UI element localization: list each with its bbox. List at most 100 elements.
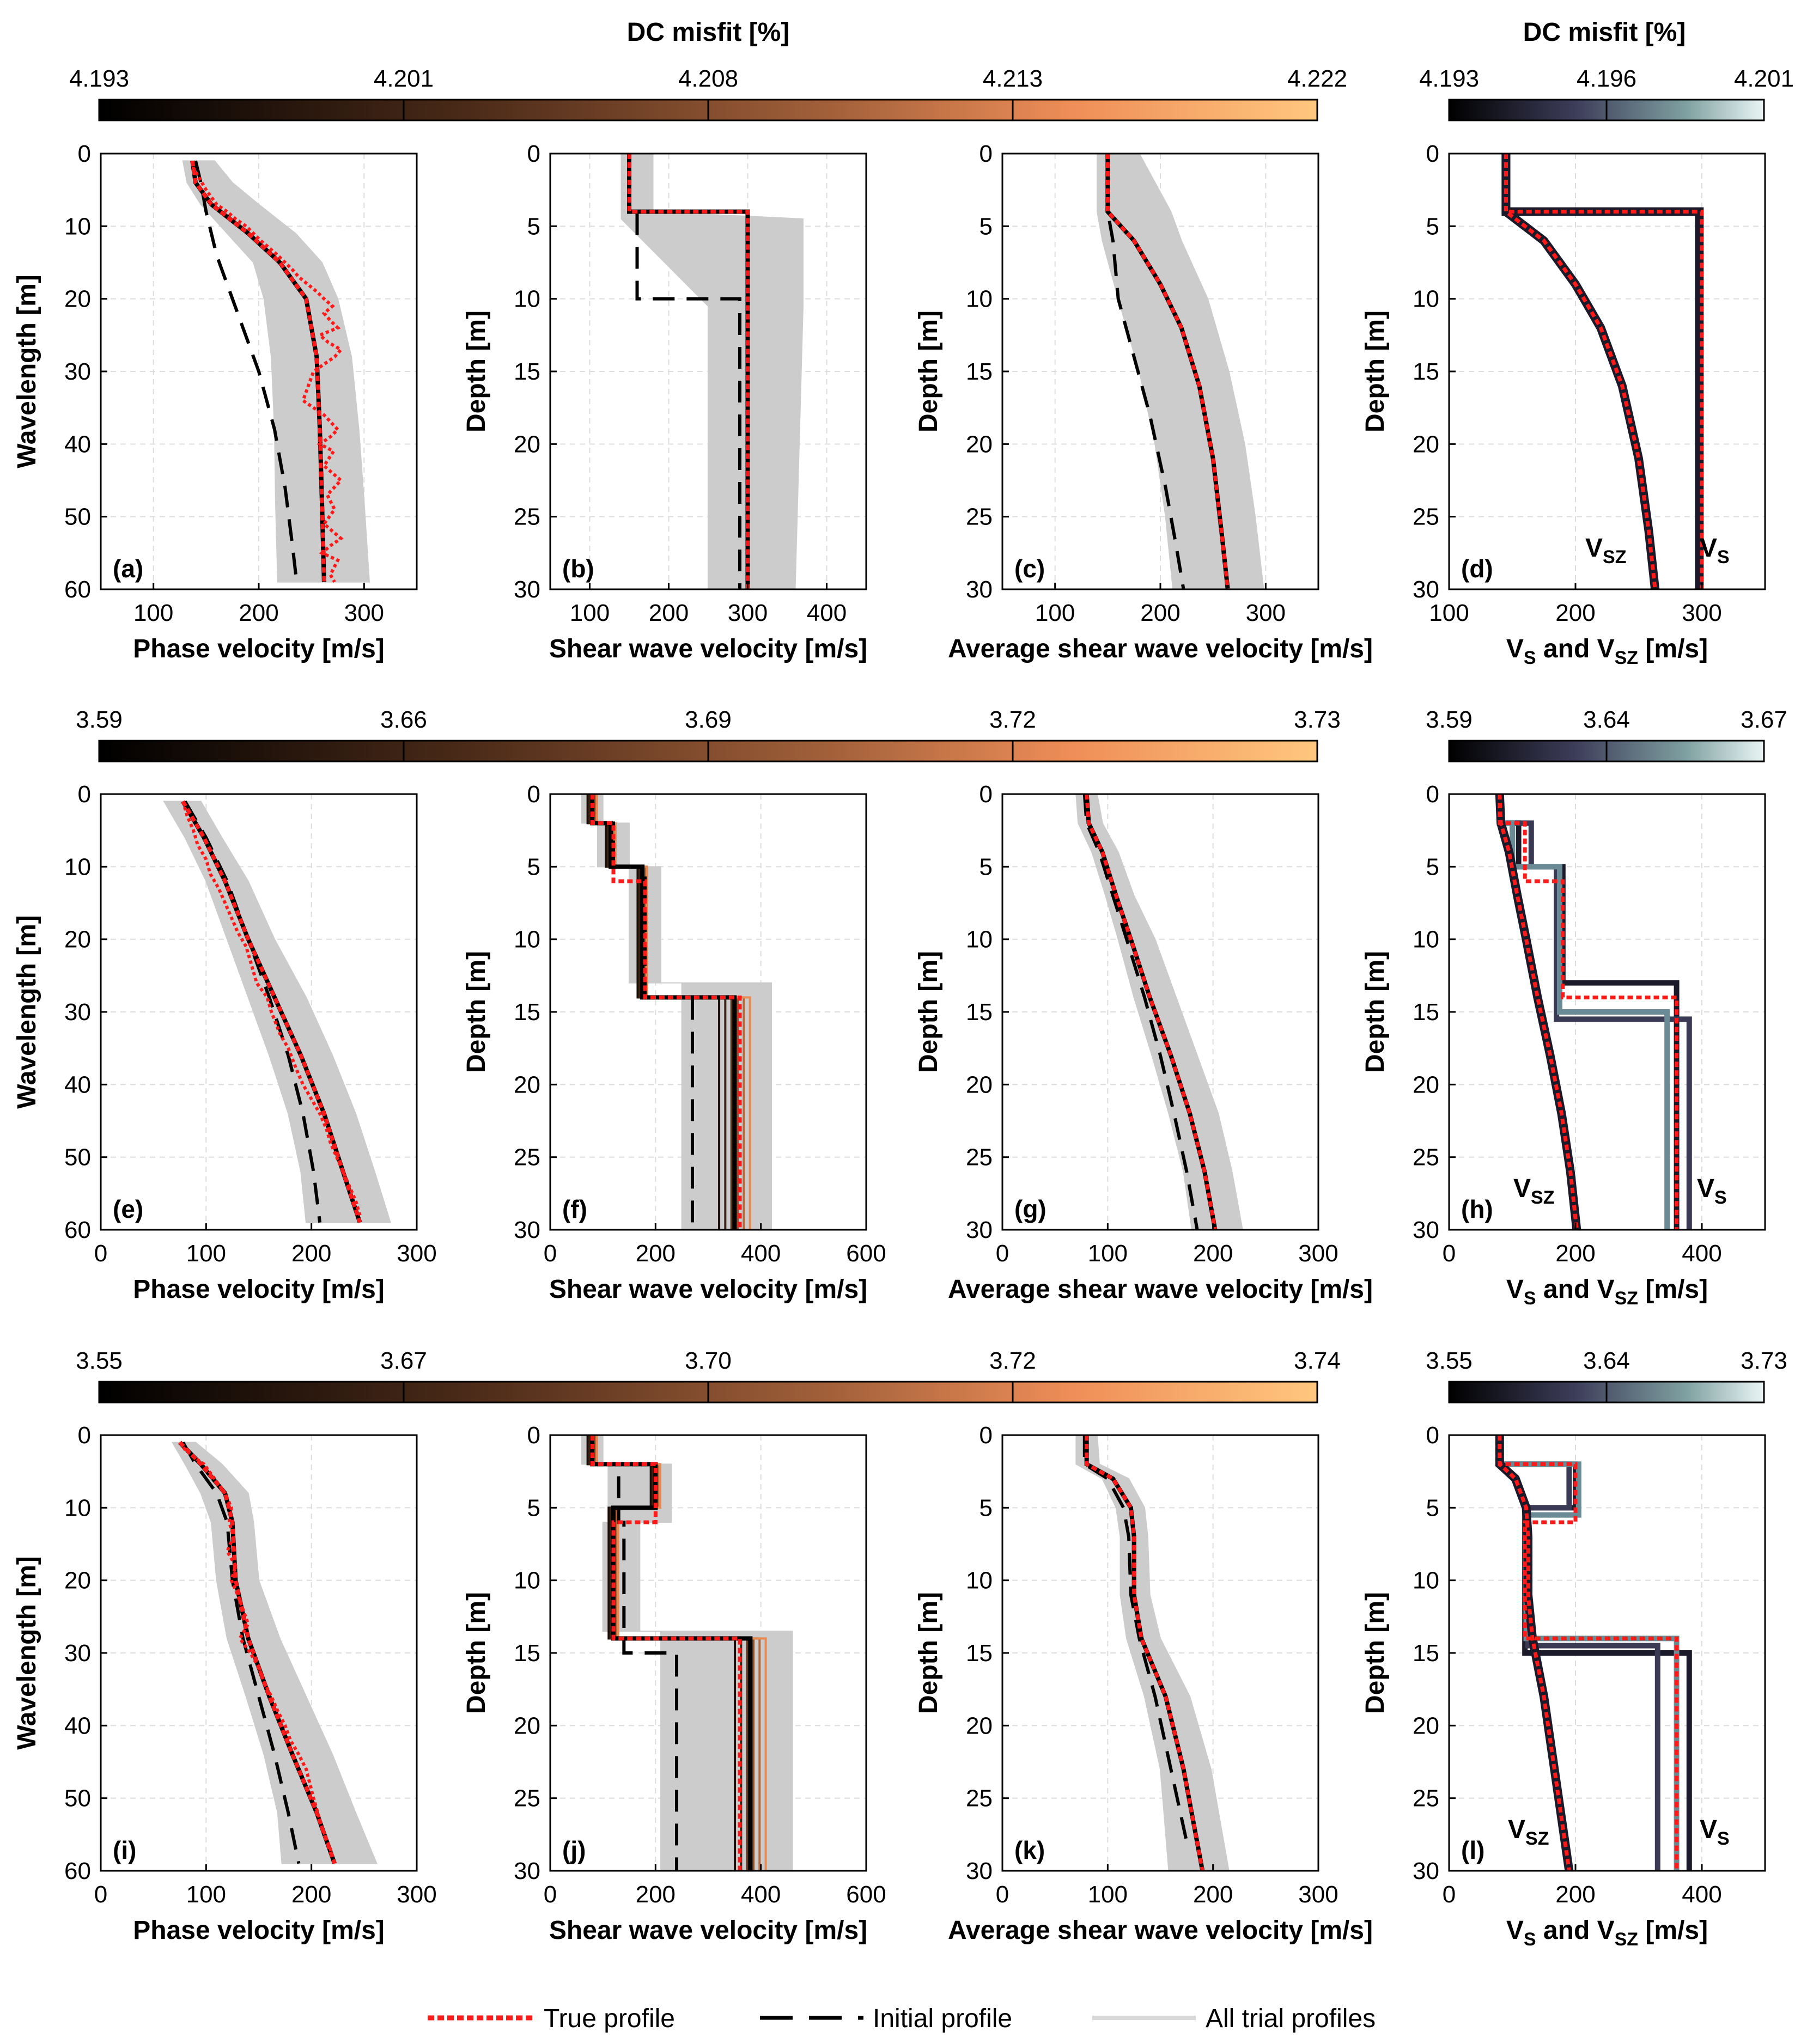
- y-tick-label: 50: [64, 1785, 91, 1812]
- x-tick-label: 300: [1246, 600, 1286, 626]
- x-tick-label: 200: [636, 1240, 676, 1267]
- colorbar-tick-label: 3.66: [380, 706, 427, 733]
- x-axis-label: Phase velocity [m/s]: [133, 1916, 385, 1945]
- y-tick-label: 20: [64, 1567, 91, 1594]
- y-tick-label: 5: [979, 853, 993, 880]
- series-true-profile: [181, 800, 362, 1223]
- y-tick-label: 30: [64, 999, 91, 1026]
- y-tick-label: 15: [966, 1640, 993, 1667]
- y-tick-label: 10: [64, 213, 91, 240]
- x-axis-label: Average shear wave velocity [m/s]: [948, 1275, 1373, 1304]
- x-tick-label: 300: [397, 1881, 436, 1908]
- plot-area-c: [1097, 154, 1264, 589]
- panel-letter: (k): [1014, 1836, 1045, 1864]
- x-tick-label: 100: [186, 1240, 226, 1267]
- y-tick-label: 40: [64, 1712, 91, 1739]
- x-tick-label: 200: [1140, 600, 1180, 626]
- y-tick-label: 10: [966, 286, 993, 313]
- x-tick-label: 300: [397, 1240, 436, 1267]
- x-tick-label: 400: [741, 1240, 781, 1267]
- y-tick-label: 30: [514, 1217, 540, 1243]
- x-tick-label: 600: [846, 1240, 886, 1267]
- x-tick-label: 400: [1682, 1881, 1721, 1908]
- y-tick-label: 5: [1426, 1494, 1439, 1521]
- x-tick-label: 100: [570, 600, 610, 626]
- y-tick-label: 5: [1426, 213, 1439, 240]
- y-tick-label: 10: [514, 926, 540, 953]
- series-true-vs: [1498, 1435, 1679, 1871]
- y-tick-label: 0: [1426, 781, 1439, 808]
- y-tick-label: 5: [979, 1494, 993, 1521]
- x-tick-label: 0: [1443, 1881, 1456, 1908]
- x-axis-label: VS and VSZ [m/s]: [1506, 1275, 1708, 1309]
- series-true-vsz: [1498, 1435, 1571, 1871]
- x-axis-label: VS and VSZ [m/s]: [1506, 634, 1708, 668]
- y-tick-label: 0: [527, 141, 540, 167]
- x-tick-label: 100: [1035, 600, 1075, 626]
- y-tick-label: 30: [514, 576, 540, 603]
- series-true-profile: [590, 794, 742, 1230]
- y-tick-label: 30: [1413, 576, 1439, 603]
- y-axis-label: Depth [m]: [462, 951, 491, 1073]
- colorbar-tick-label: 3.73: [1294, 706, 1341, 733]
- y-tick-label: 15: [966, 358, 993, 385]
- x-tick-label: 400: [1682, 1240, 1721, 1267]
- y-tick-label: 25: [1413, 1144, 1439, 1171]
- x-tick-label: 400: [741, 1881, 781, 1908]
- y-tick-label: 0: [527, 1422, 540, 1449]
- y-tick-label: 0: [78, 781, 91, 808]
- y-tick-label: 20: [514, 1712, 540, 1739]
- plot-area-k: [1075, 1435, 1230, 1871]
- plot-area-b: [620, 154, 804, 589]
- series-vs: [1501, 154, 1704, 589]
- trials-band: [1075, 1435, 1230, 1871]
- series-true-vs: [1504, 154, 1704, 589]
- trials-band: [1097, 154, 1264, 589]
- panel-letter: (j): [562, 1836, 586, 1864]
- x-axis-label: Shear wave velocity [m/s]: [549, 1275, 867, 1304]
- vs-curve-label: VS: [1700, 1815, 1730, 1849]
- y-tick-label: 0: [979, 1422, 993, 1449]
- colorbar-tick-label: 3.70: [685, 1347, 732, 1374]
- x-tick-label: 200: [1193, 1881, 1233, 1908]
- y-tick-label: 5: [527, 853, 540, 880]
- panel-c: 100 200 300 0 5 10 15 20 25 30 Average shear wave …: [914, 141, 1373, 663]
- y-axis-label: Depth [m]: [914, 951, 943, 1073]
- colorbar-tick-label: 3.73: [1741, 1347, 1787, 1374]
- colorbar-tick-label: 4.196: [1577, 65, 1636, 92]
- plot-area-h: [1495, 794, 1692, 1230]
- y-tick-label: 10: [1413, 1567, 1439, 1594]
- colorbar-tick-label: 3.69: [685, 706, 732, 733]
- y-tick-label: 25: [514, 504, 540, 530]
- trials-band: [620, 154, 804, 589]
- x-tick-label: 100: [1088, 1240, 1128, 1267]
- y-tick-label: 5: [527, 1494, 540, 1521]
- x-axis-label: VS and VSZ [m/s]: [1506, 1916, 1708, 1950]
- x-axis-label: Phase velocity [m/s]: [133, 634, 385, 663]
- x-tick-label: 200: [1193, 1240, 1233, 1267]
- x-tick-label: 100: [133, 600, 173, 626]
- y-tick-label: 40: [64, 1071, 91, 1098]
- panel-letter: (l): [1461, 1836, 1484, 1864]
- colorbar-tick-label: 3.55: [76, 1347, 123, 1374]
- y-tick-label: 20: [1413, 1712, 1439, 1739]
- x-tick-label: 200: [1555, 1240, 1595, 1267]
- legend-trials-label: All trial profiles: [1206, 2004, 1376, 2033]
- panel-h: 0 200 400 0 5 10 15 20 25 30 VS and VSZ [m/s] Depth…: [1361, 781, 1766, 1309]
- y-axis-label: Depth [m]: [914, 1592, 943, 1714]
- series-true-vsz: [1504, 154, 1657, 589]
- y-tick-label: 20: [966, 431, 993, 457]
- colorbar-title-side: DC misfit [%]: [1523, 18, 1686, 47]
- colorbar-tick-label: 4.193: [1419, 65, 1479, 92]
- panel-e: 0 100 200 300 0 10 20 30 40 50 60 Phase velocity [m…: [13, 781, 437, 1304]
- y-tick-label: 40: [64, 431, 91, 457]
- x-tick-label: 600: [846, 1881, 886, 1908]
- trials-band: [171, 1442, 378, 1864]
- series-true-profile: [627, 154, 750, 589]
- y-tick-label: 10: [64, 853, 91, 880]
- colorbars: 4.193 4.201 4.208 4.213 4.222 4.193 4.196 4.201…: [69, 65, 1794, 1404]
- vs-curve-label: VS: [1700, 534, 1730, 568]
- x-axis-label: Average shear wave velocity [m/s]: [948, 634, 1373, 663]
- y-tick-label: 20: [966, 1712, 993, 1739]
